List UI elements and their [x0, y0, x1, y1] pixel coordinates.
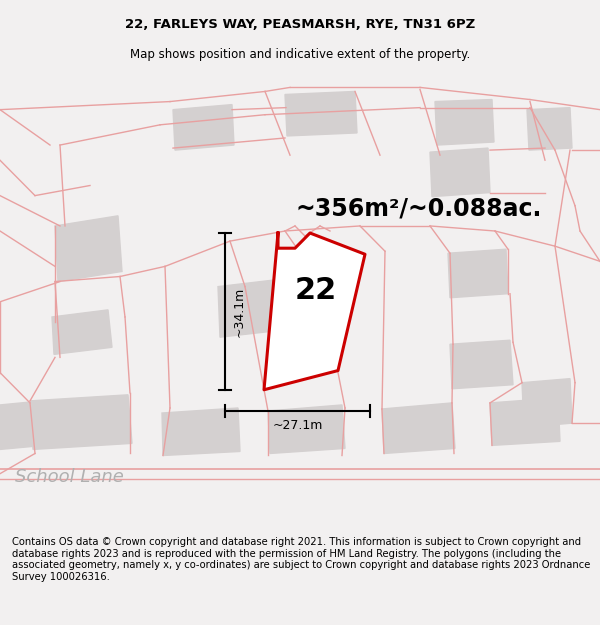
Text: ~356m²/~0.088ac.: ~356m²/~0.088ac.: [295, 197, 541, 221]
Polygon shape: [30, 395, 132, 449]
Text: Map shows position and indicative extent of the property.: Map shows position and indicative extent…: [130, 48, 470, 61]
Polygon shape: [490, 398, 560, 446]
Polygon shape: [435, 99, 494, 145]
Polygon shape: [382, 403, 455, 454]
Polygon shape: [55, 216, 122, 282]
Text: School Lane: School Lane: [15, 468, 124, 486]
Polygon shape: [173, 104, 234, 150]
Polygon shape: [264, 233, 365, 390]
Polygon shape: [268, 405, 345, 454]
Polygon shape: [527, 107, 572, 150]
Polygon shape: [52, 310, 112, 354]
Polygon shape: [430, 148, 490, 197]
Polygon shape: [285, 91, 357, 136]
Polygon shape: [448, 249, 508, 298]
Polygon shape: [0, 401, 44, 449]
Text: ~27.1m: ~27.1m: [272, 419, 323, 432]
Polygon shape: [450, 340, 513, 389]
Polygon shape: [522, 379, 572, 427]
Text: ~34.1m: ~34.1m: [233, 286, 246, 336]
Text: 22, FARLEYS WAY, PEASMARSH, RYE, TN31 6PZ: 22, FARLEYS WAY, PEASMARSH, RYE, TN31 6P…: [125, 18, 475, 31]
Text: 22: 22: [295, 276, 337, 305]
Polygon shape: [218, 279, 282, 337]
Polygon shape: [162, 408, 240, 456]
Text: Contains OS data © Crown copyright and database right 2021. This information is : Contains OS data © Crown copyright and d…: [12, 537, 590, 582]
